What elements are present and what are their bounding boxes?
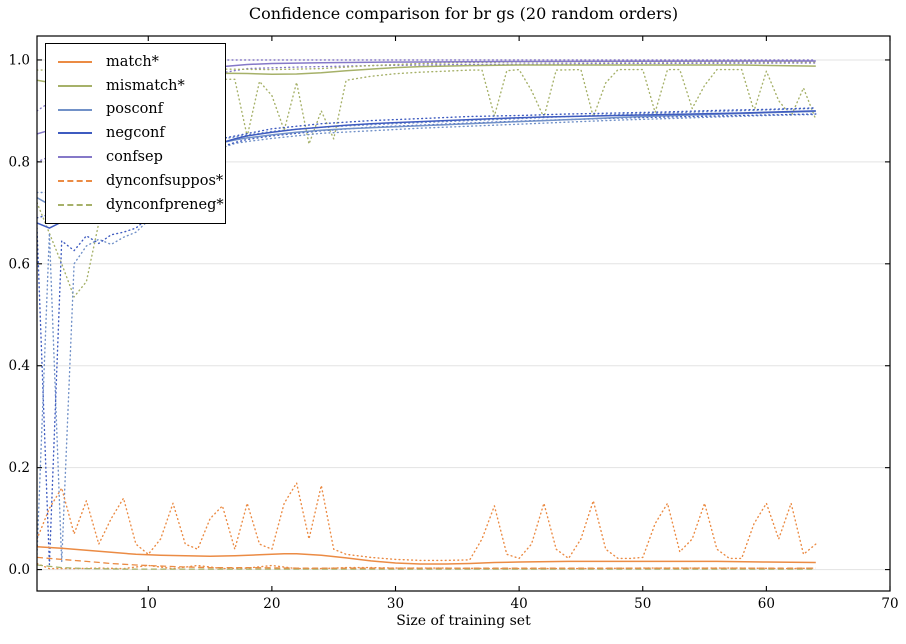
legend-row: confsep	[46, 150, 225, 165]
legend-swatch-match	[58, 60, 92, 63]
plot-frame	[36, 35, 891, 592]
legend-label-mismatch: mismatch*	[106, 77, 185, 94]
y-tick-label: 0.0	[9, 562, 30, 578]
series-dynconfsuppos	[37, 556, 816, 569]
legend-row: dynconfpreneg*	[46, 198, 225, 213]
y-tick-label: 0.2	[9, 460, 30, 476]
y-tick-label: 1.0	[9, 52, 30, 68]
series-posconf-lower-std	[37, 113, 817, 563]
legend-row: match*	[46, 55, 225, 70]
series-mismatch-lower-std	[37, 68, 817, 298]
y-tick-label: 0.8	[9, 154, 30, 170]
legend-row: mismatch*	[46, 79, 225, 94]
legend-label-dynconfsuppos: dynconfsuppos*	[106, 172, 224, 189]
legend-swatch-posconf	[58, 108, 92, 111]
axis-ticks: 10 20 30 40 50 60 70 0.0 0.2 0.4 0.6 0.8 1.0	[9, 36, 899, 612]
legend-row: negconf	[46, 126, 225, 141]
x-tick-label: 60	[758, 596, 775, 612]
legend-swatch-mismatch	[58, 84, 92, 87]
chart-title: Confidence comparison for br gs (20 rand…	[248, 4, 679, 23]
series-dynconfpreneg	[37, 564, 816, 570]
gridlines	[38, 59, 889, 571]
series-match-upper-std	[37, 482, 817, 562]
y-tick-label: 0.4	[9, 358, 30, 374]
x-tick-label: 20	[263, 596, 280, 612]
x-tick-label: 10	[140, 596, 157, 612]
legend-label-dynconfpreneg: dynconfpreneg*	[106, 196, 224, 213]
legend-swatch-negconf	[58, 132, 92, 135]
legend-swatch-dynconfsuppos	[58, 180, 92, 183]
x-axis-label: Size of training set	[396, 613, 531, 629]
series-match	[37, 545, 816, 565]
legend: match* mismatch* posconf negconf confsep…	[45, 43, 226, 224]
x-tick-label: 30	[387, 596, 404, 612]
legend-label-posconf: posconf	[106, 101, 164, 118]
x-tick-label: 70	[881, 596, 898, 612]
x-tick-label: 50	[634, 596, 651, 612]
legend-row: posconf	[46, 102, 225, 117]
legend-label-negconf: negconf	[106, 125, 165, 142]
legend-swatch-dynconfpreneg	[58, 203, 92, 206]
x-tick-label: 40	[511, 596, 528, 612]
series-confsep-lower-std	[37, 62, 817, 163]
legend-swatch-confsep	[58, 156, 92, 159]
legend-row: dynconfsuppos*	[46, 174, 225, 189]
legend-label-confsep: confsep	[106, 149, 163, 166]
legend-label-match: match*	[106, 53, 159, 70]
y-tick-label: 0.6	[9, 256, 30, 272]
